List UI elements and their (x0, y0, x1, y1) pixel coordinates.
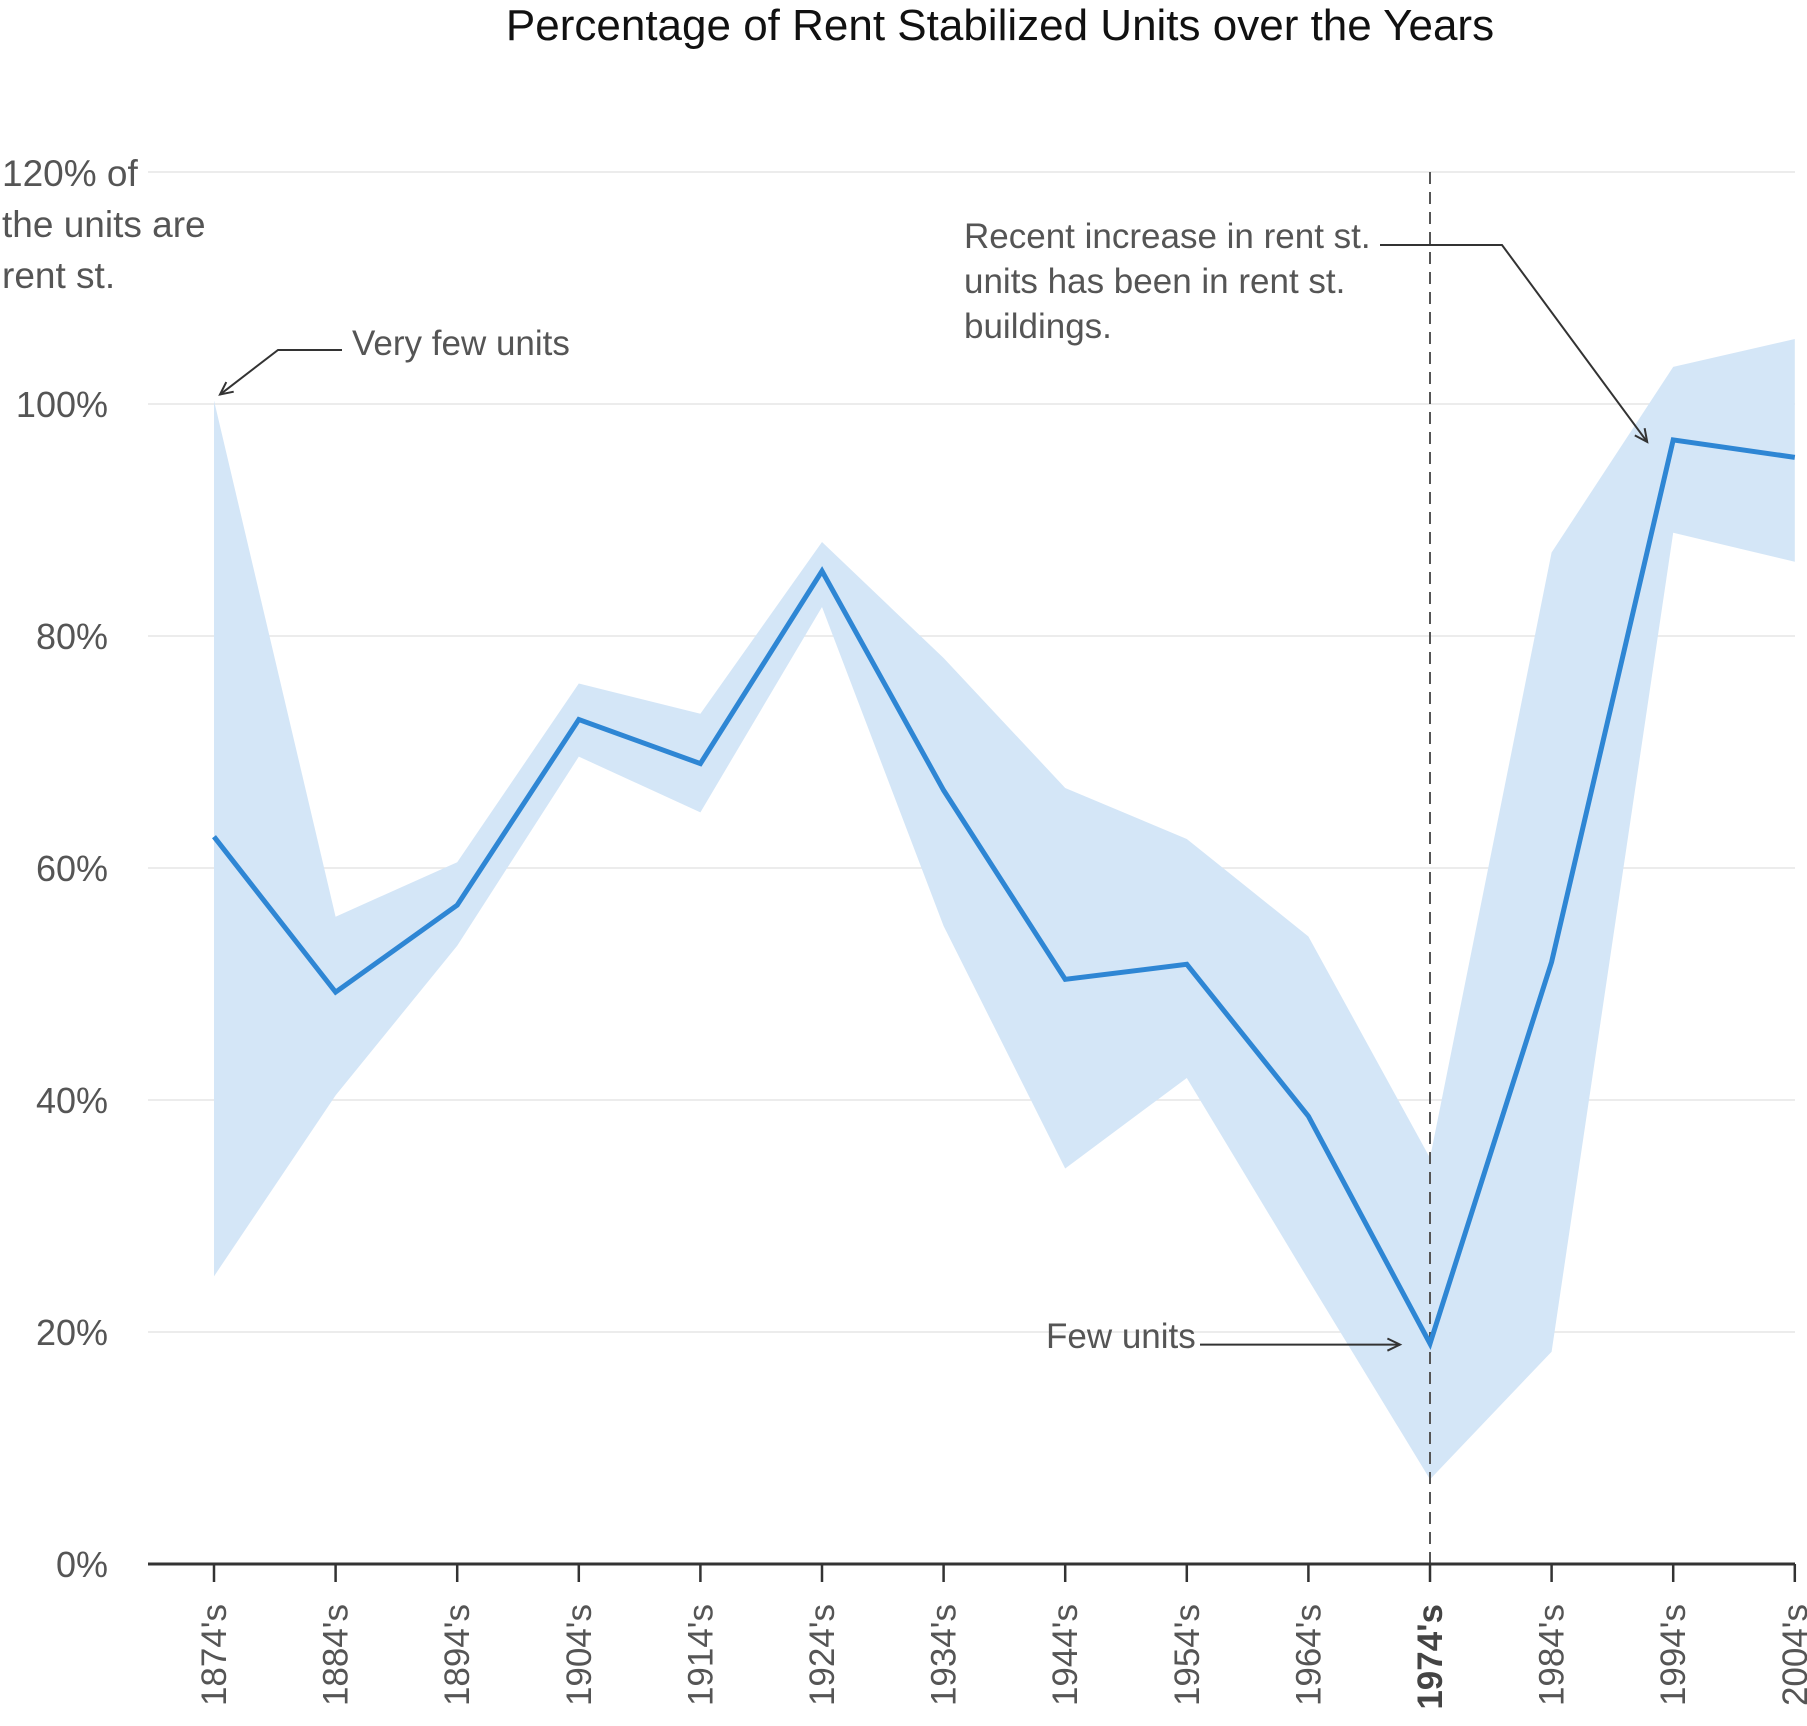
x-tick-label: 1994's (1654, 1604, 1693, 1706)
x-tick-label: 1974's (1411, 1604, 1450, 1710)
x-tick-label: 2004's (1776, 1604, 1807, 1706)
x-axis (148, 1562, 1797, 1582)
annotations: Very few units Recent increase in rent st… (218, 217, 1649, 1356)
y-axis-label: 120% of the units are rent st. (2, 153, 206, 296)
y-label-line: the units are (2, 204, 206, 245)
x-tick-label: 1944's (1046, 1604, 1085, 1706)
annotation-connector (1380, 244, 1649, 443)
annotation-arrowhead (218, 381, 234, 396)
chart-title: Percentage of Rent Stabilized Units over… (506, 1, 1494, 50)
y-tick-label: 20% (36, 1312, 108, 1353)
annotation-arrowhead (1386, 1337, 1403, 1352)
y-tick-label: 100% (16, 384, 108, 425)
y-tick-label: 40% (36, 1080, 108, 1121)
annotation-recent-increase: Recent increase in rent st. units has bee… (964, 217, 1649, 444)
y-axis-ticks: 100% 80% 60% 40% 20% 0% (16, 384, 108, 1585)
annotation-text: Very few units (352, 324, 570, 363)
annotation-text: Few units (1046, 1317, 1196, 1356)
y-label-line: 120% of (2, 153, 138, 194)
annotation-text: units has been in rent st. (964, 262, 1345, 301)
annotation-few-units: Few units (1046, 1317, 1403, 1356)
x-tick-label: 1874's (195, 1604, 234, 1706)
x-tick-label: 1894's (438, 1604, 477, 1706)
confidence-band-layer (214, 339, 1795, 1480)
x-tick-label: 1984's (1533, 1604, 1572, 1706)
x-tick-label: 1954's (1168, 1604, 1207, 1706)
y-tick-label: 60% (36, 848, 108, 889)
x-tick-label: 1904's (560, 1604, 599, 1706)
x-tick-label: 1914's (681, 1604, 720, 1706)
x-tick-label: 1924's (803, 1604, 842, 1706)
x-axis-ticks: 1874's 1884's 1894's 1904's 1914's 1924's 1934… (195, 1604, 1807, 1710)
y-tick-label: 0% (56, 1544, 108, 1585)
series-line (212, 437, 1796, 1350)
annotation-very-few-units: Very few units (218, 324, 570, 396)
annotation-connector (219, 349, 342, 396)
annotation-arrowhead (1634, 428, 1649, 444)
series-line-layer (212, 437, 1796, 1350)
y-tick-label: 80% (36, 616, 108, 657)
y-label-line: rent st. (2, 255, 115, 296)
confidence-band (214, 339, 1795, 1480)
annotation-text: buildings. (964, 307, 1112, 346)
x-tick-label: 1884's (317, 1604, 356, 1706)
x-tick-label: 1934's (925, 1604, 964, 1706)
annotation-text: Recent increase in rent st. (964, 217, 1371, 256)
x-tick-label: 1964's (1289, 1604, 1328, 1706)
